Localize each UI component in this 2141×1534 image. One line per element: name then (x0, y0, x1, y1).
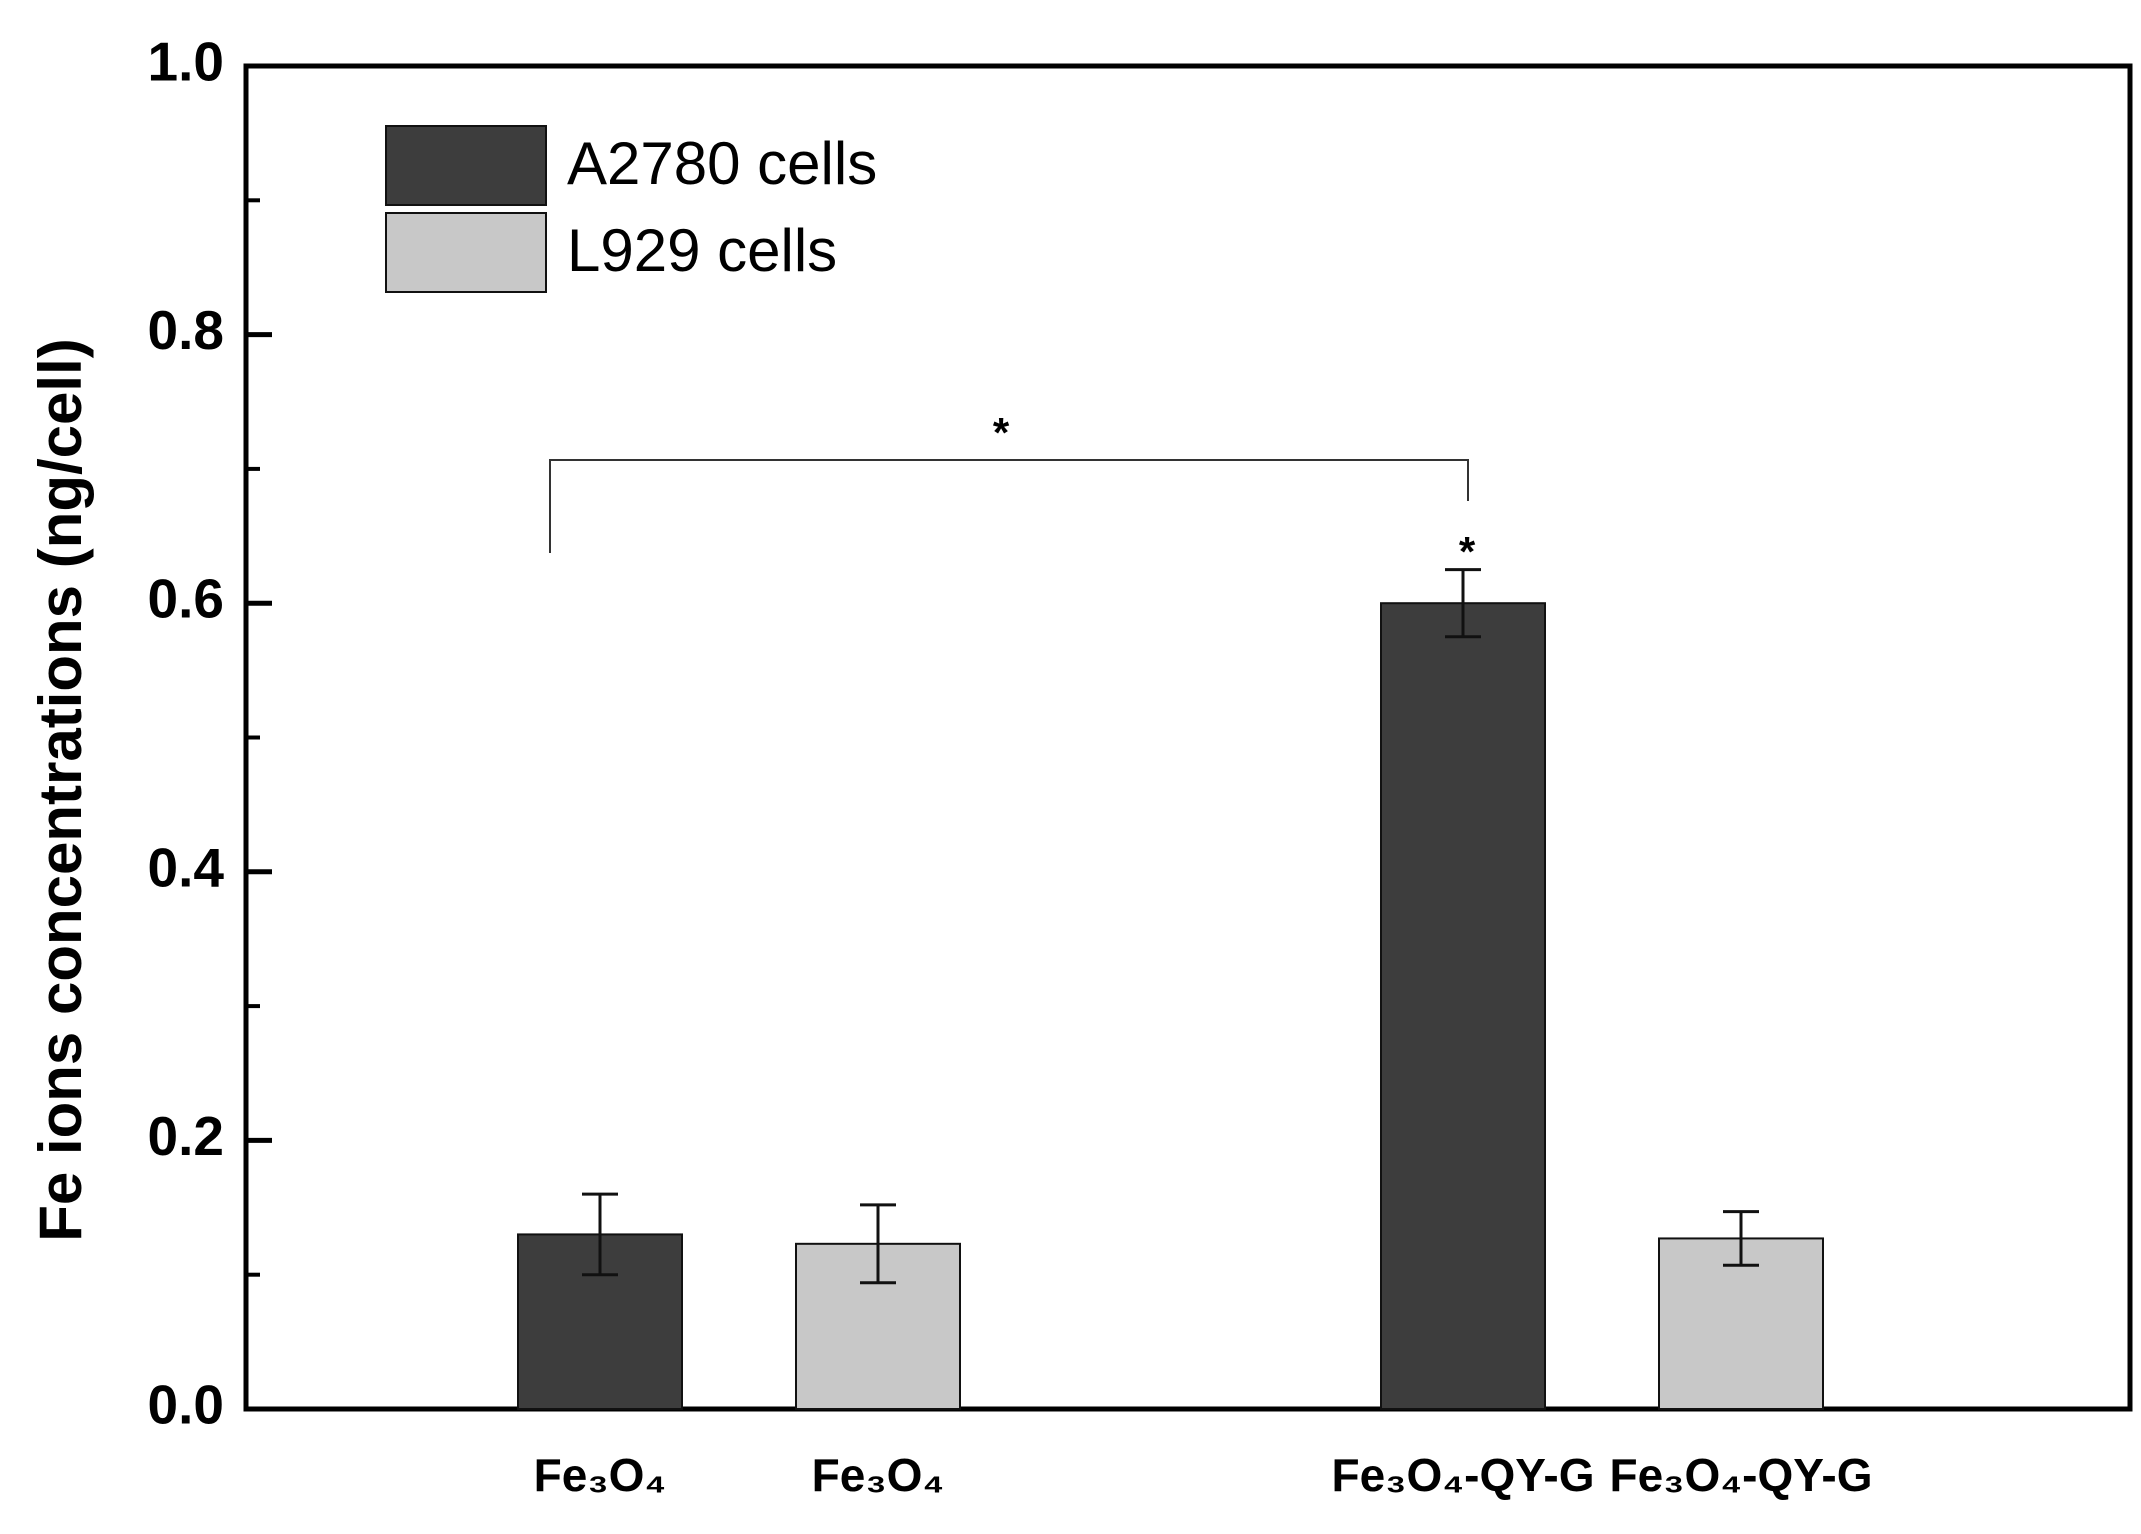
legend-swatch (385, 212, 547, 293)
annotation: * (1459, 528, 1476, 575)
legend-swatch (385, 125, 547, 206)
error-bar (1445, 568, 1481, 639)
y-tick-label: 0.2 (148, 1105, 224, 1167)
x-tick-label: Fe₃O₄-QY-G (1610, 1449, 1873, 1501)
y-tick-label: 1.0 (148, 31, 224, 93)
annotation: * (993, 409, 1010, 456)
error-bar (1723, 1210, 1759, 1267)
y-tick-label: 0.0 (148, 1374, 224, 1436)
bar (1658, 1237, 1824, 1410)
legend-label: A2780 cells (567, 130, 877, 197)
bar (1380, 602, 1546, 1410)
y-axis-label: Fe ions concentrations (ng/cell) (27, 338, 94, 1241)
error-bar (860, 1203, 896, 1285)
x-tick-label: Fe₃O₄ (812, 1449, 945, 1501)
plot-frame (243, 63, 2133, 1412)
y-tick-label: 0.8 (148, 299, 224, 361)
x-tick-label: Fe₃O₄ (534, 1449, 667, 1501)
error-bar (582, 1192, 618, 1277)
x-tick-label: Fe₃O₄-QY-G (1332, 1449, 1595, 1501)
y-tick-label: 0.6 (148, 568, 224, 630)
legend-label: L929 cells (567, 217, 837, 284)
significance-bracket (549, 459, 1469, 553)
y-tick-label: 0.4 (148, 836, 225, 898)
